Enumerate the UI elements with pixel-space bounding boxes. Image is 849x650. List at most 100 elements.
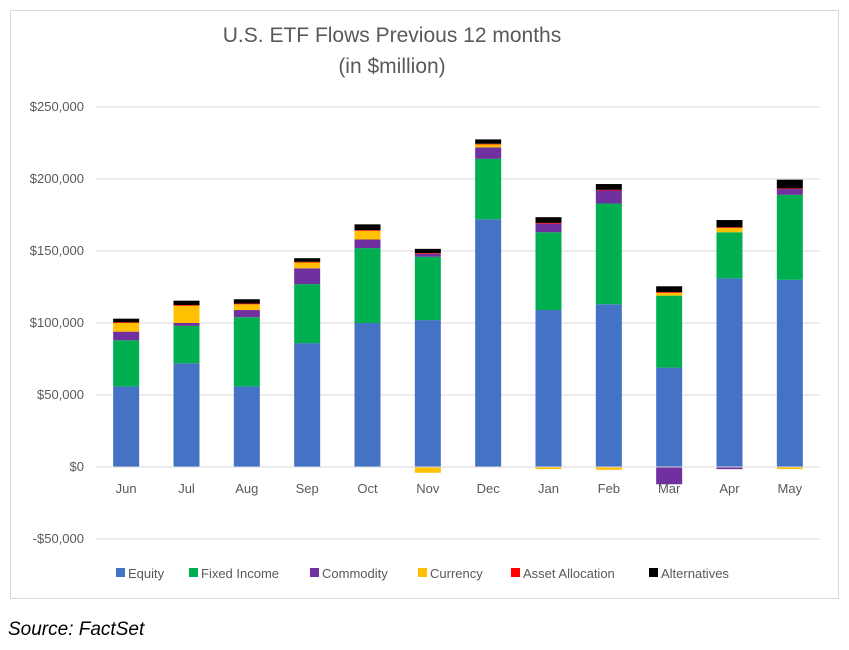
bar-stack-nov (414, 248, 441, 473)
bar-segment-equity (535, 310, 562, 467)
legend-item-commodity: Commodity (310, 566, 388, 581)
legend-label: Commodity (322, 566, 388, 581)
bar-segment-alternatives (776, 179, 803, 189)
y-tick-label: $0 (70, 459, 84, 474)
legend-label: Asset Allocation (523, 566, 615, 581)
bar-segment-equity (294, 343, 321, 467)
bar-segment-alternatives (294, 258, 321, 262)
legend-swatch (116, 568, 125, 577)
bar-segment-fixed-income (776, 194, 803, 280)
y-axis-tick-labels: $250,000 $200,000 $150,000 $100,000 $50,000 $… (30, 99, 84, 546)
bar-segment-asset-allocation (535, 222, 562, 224)
bar-segment-alternatives (354, 224, 381, 231)
bar-segment-fixed-income (414, 256, 441, 321)
source-caption: Source: FactSet (8, 619, 145, 640)
bar-segment-commodity (656, 467, 683, 485)
y-tick-label: $100,000 (30, 315, 84, 330)
bar-segment-equity (776, 279, 803, 467)
bar-segment-asset-allocation (656, 292, 683, 293)
bar-segment-fixed-income (475, 158, 502, 220)
bar-segment-asset-allocation (595, 189, 622, 191)
bar-segment-currency (475, 144, 502, 148)
legend-item-currency: Currency (418, 566, 483, 581)
bar-segment-fixed-income (354, 248, 381, 323)
bar-segment-alternatives (173, 300, 200, 305)
bar-segment-equity (475, 219, 502, 467)
legend-label: Currency (430, 566, 483, 581)
legend-swatch (189, 568, 198, 577)
legend-swatch (310, 568, 319, 577)
x-tick-label: Mar (658, 481, 681, 496)
bar-segment-fixed-income (294, 284, 321, 344)
bar-stack-may (776, 179, 803, 470)
bar-segment-currency (595, 467, 622, 470)
bar-stack-mar (656, 286, 683, 485)
bar-segment-currency (113, 323, 140, 332)
bar-stack-oct (354, 224, 381, 467)
bar-segment-currency (716, 227, 743, 233)
legend-label: Fixed Income (201, 566, 279, 581)
legend-item-equity: Equity (116, 566, 165, 581)
bar-segment-asset-allocation (294, 261, 321, 263)
legend: Equity Fixed Income Commodity Currency Asset… (116, 566, 729, 581)
bar-segment-alternatives (113, 318, 140, 323)
bar-stack-sep (294, 258, 321, 467)
bar-segment-alternatives (656, 286, 683, 293)
legend-swatch (418, 568, 427, 577)
legend-item-fixed-income: Fixed Income (189, 566, 279, 581)
y-tick-label: $150,000 (30, 243, 84, 258)
bar-segment-alternatives (475, 139, 502, 144)
chart-title: U.S. ETF Flows Previous 12 months (223, 24, 561, 47)
bar-stack-apr (716, 220, 743, 470)
bar-segment-fixed-income (716, 232, 743, 279)
bar-segment-equity (354, 323, 381, 467)
bar-segment-asset-allocation (475, 143, 502, 145)
bar-stack-jul (173, 300, 200, 467)
bar-segment-commodity (716, 467, 743, 470)
gridlines (96, 106, 820, 540)
legend-label: Alternatives (661, 566, 729, 581)
x-tick-label: Apr (719, 481, 740, 496)
bar-segment-commodity (354, 239, 381, 249)
bar-segment-asset-allocation (173, 305, 200, 306)
bar-segment-fixed-income (656, 295, 683, 368)
bar-segment-fixed-income (535, 232, 562, 311)
bar-segment-commodity (414, 253, 441, 257)
bar-segment-equity (595, 304, 622, 467)
bar-segment-fixed-income (113, 340, 140, 387)
bar-stack-feb (595, 184, 622, 470)
bar-stacks (96, 139, 820, 485)
legend-item-alternatives: Alternatives (649, 566, 729, 581)
bar-segment-commodity (535, 223, 562, 233)
x-tick-label: May (778, 481, 803, 496)
bar-segment-commodity (173, 323, 200, 326)
bar-segment-equity (656, 367, 683, 467)
bar-segment-alternatives (535, 217, 562, 223)
bar-segment-asset-allocation (354, 230, 381, 231)
bar-segment-alternatives (233, 299, 260, 304)
bar-segment-alternatives (595, 184, 622, 190)
x-tick-label: Feb (598, 481, 620, 496)
bar-segment-fixed-income (173, 325, 200, 364)
bar-segment-fixed-income (233, 317, 260, 387)
x-tick-label: Oct (357, 481, 378, 496)
bar-segment-alternatives (716, 220, 743, 228)
bar-segment-equity (233, 386, 260, 467)
bar-segment-currency (294, 262, 321, 269)
bar-segment-currency (354, 230, 381, 240)
bar-segment-currency (173, 305, 200, 323)
bar-segment-asset-allocation (716, 227, 743, 228)
bar-segment-fixed-income (595, 203, 622, 305)
chart-subtitle: (in $million) (338, 55, 445, 78)
x-tick-label: Nov (416, 481, 440, 496)
x-tick-label: Jun (116, 481, 137, 496)
bar-segment-currency (776, 467, 803, 470)
legend-swatch (511, 568, 520, 577)
bar-stack-aug (233, 299, 260, 467)
bar-stack-jan (535, 217, 562, 470)
bar-segment-commodity (294, 268, 321, 285)
bar-segment-currency (233, 304, 260, 311)
y-tick-label: $250,000 (30, 99, 84, 114)
bar-stack-jun (113, 318, 140, 467)
x-tick-label: Sep (296, 481, 319, 496)
